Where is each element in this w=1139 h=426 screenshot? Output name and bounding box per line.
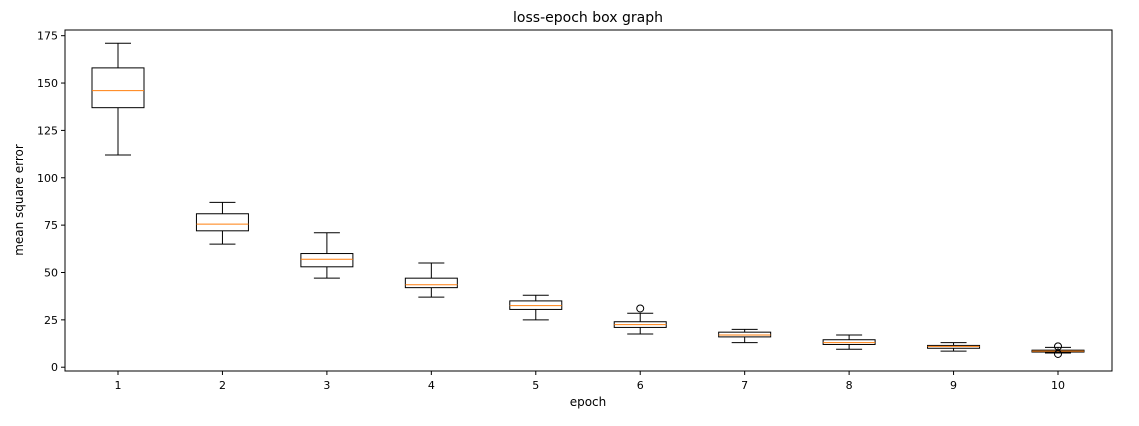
iqr-box (91, 67, 145, 109)
x-tick-label: 6 (637, 379, 644, 392)
y-tick-label: 50 (44, 266, 58, 279)
box-epoch-1 (91, 42, 145, 156)
x-tick-label: 8 (846, 379, 853, 392)
box-epoch-6 (613, 304, 667, 335)
plot-area-frame (64, 29, 1113, 372)
iqr-box (404, 277, 458, 289)
outlier-point (636, 304, 645, 313)
box-epoch-4 (404, 262, 458, 298)
iqr-box (300, 253, 354, 268)
y-tick-label: 100 (37, 172, 58, 185)
x-axis-label: epoch (570, 395, 607, 409)
y-tick-label: 175 (37, 30, 58, 43)
box-epoch-7 (718, 328, 772, 344)
x-tick-label: 9 (950, 379, 957, 392)
y-tick-label: 150 (37, 77, 58, 90)
box-epoch-5 (509, 294, 563, 321)
outlier-point (1054, 349, 1062, 358)
x-tick-label: 2 (219, 379, 226, 392)
y-tick-label: 25 (44, 314, 58, 327)
iqr-box (195, 213, 249, 232)
y-tick-label: 0 (51, 361, 58, 374)
y-axis-label: mean square error (12, 144, 26, 256)
y-tick-label: 125 (37, 124, 58, 137)
outlier-point (1054, 342, 1062, 351)
x-axis: 1 2 3 4 5 6 7 8 9 10 (115, 371, 1065, 392)
box-epoch-2 (195, 201, 249, 245)
box-epoch-9 (927, 342, 981, 352)
x-tick-label: 5 (532, 379, 539, 392)
box-epoch-10 (1031, 342, 1085, 358)
y-axis: 0 25 50 75 100 125 150 175 (37, 30, 65, 374)
y-tick-label: 75 (44, 219, 58, 232)
x-tick-label: 10 (1051, 379, 1065, 392)
box-epoch-8 (822, 334, 876, 350)
box-epoch-3 (300, 232, 354, 279)
x-tick-label: 1 (115, 379, 122, 392)
chart-title: loss-epoch box graph (513, 10, 663, 26)
x-tick-label: 4 (428, 379, 435, 392)
x-tick-label: 3 (323, 379, 330, 392)
box-series (91, 42, 1085, 358)
x-tick-label: 7 (741, 379, 748, 392)
